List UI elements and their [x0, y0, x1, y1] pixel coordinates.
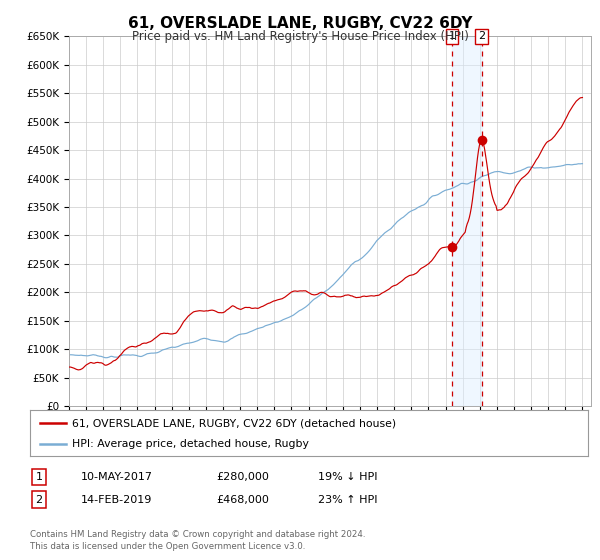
Text: 2: 2	[478, 31, 485, 41]
Text: 2: 2	[35, 494, 43, 505]
Text: Contains HM Land Registry data © Crown copyright and database right 2024.: Contains HM Land Registry data © Crown c…	[30, 530, 365, 539]
Text: 23% ↑ HPI: 23% ↑ HPI	[318, 494, 377, 505]
Text: 1: 1	[448, 31, 455, 41]
Text: Price paid vs. HM Land Registry's House Price Index (HPI): Price paid vs. HM Land Registry's House …	[131, 30, 469, 43]
Text: This data is licensed under the Open Government Licence v3.0.: This data is licensed under the Open Gov…	[30, 542, 305, 551]
Text: 61, OVERSLADE LANE, RUGBY, CV22 6DY (detached house): 61, OVERSLADE LANE, RUGBY, CV22 6DY (det…	[72, 418, 396, 428]
Text: HPI: Average price, detached house, Rugby: HPI: Average price, detached house, Rugb…	[72, 438, 309, 449]
Text: £468,000: £468,000	[216, 494, 269, 505]
Text: £280,000: £280,000	[216, 472, 269, 482]
Bar	[452, 36, 482, 406]
Text: 1: 1	[35, 472, 43, 482]
Text: 61, OVERSLADE LANE, RUGBY, CV22 6DY: 61, OVERSLADE LANE, RUGBY, CV22 6DY	[128, 16, 472, 31]
Text: 10-MAY-2017: 10-MAY-2017	[81, 472, 153, 482]
Text: 19% ↓ HPI: 19% ↓ HPI	[318, 472, 377, 482]
Text: 14-FEB-2019: 14-FEB-2019	[81, 494, 152, 505]
